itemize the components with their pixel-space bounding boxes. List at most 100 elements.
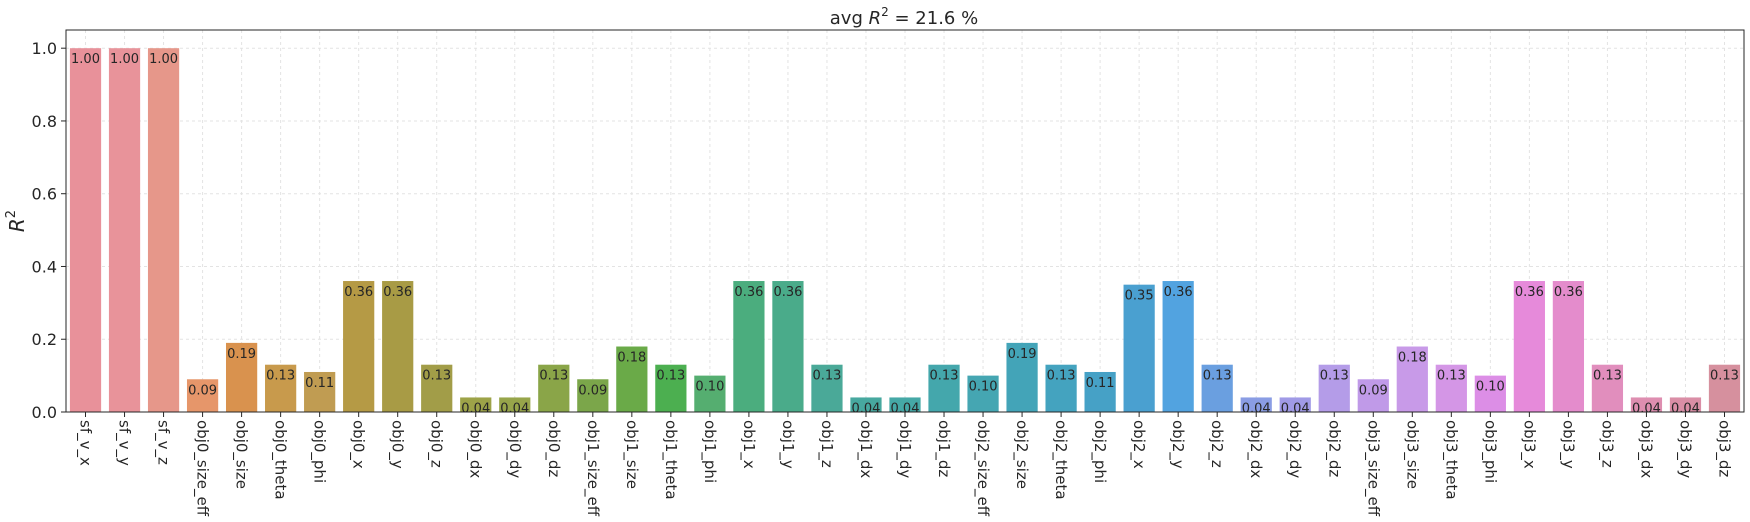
- bar-obj3_dx: [1630, 397, 1663, 412]
- x-tick-label: obj1_size_eff: [583, 420, 602, 517]
- x-tick-label: obj2_size_eff: [973, 420, 992, 517]
- y-tick-label: 0.8: [32, 112, 57, 131]
- bar-value-label: 0.13: [1437, 369, 1466, 384]
- bar-obj0_theta: [265, 364, 297, 412]
- bar-value-label: 0.13: [266, 369, 295, 384]
- bar-value-label: 0.11: [1086, 376, 1115, 391]
- x-tick-label: obj1_y: [778, 420, 797, 469]
- bar-value-label: 0.13: [1320, 369, 1349, 384]
- bar-sf_v_z: [147, 48, 180, 412]
- bar-obj2_dz: [1318, 364, 1350, 412]
- bar-value-label: 0.04: [500, 401, 529, 416]
- bar-obj1_z: [811, 364, 843, 412]
- x-tick-label: obj1_dz: [934, 420, 953, 477]
- bar-obj3_phi: [1474, 375, 1506, 412]
- y-axis-ticks: 0.0 0.2 0.4 0.6 0.8 1.0: [32, 39, 66, 422]
- bar-obj2_theta: [1045, 364, 1077, 412]
- x-tick-label: obj3_y: [1558, 420, 1577, 469]
- bar-value-label: 0.18: [1398, 351, 1427, 366]
- x-tick-label: obj0_phi: [310, 420, 329, 483]
- bar-obj2_x: [1123, 284, 1155, 412]
- bar-value-label: 0.04: [1281, 401, 1310, 416]
- x-tick-label: obj2_y: [1168, 420, 1187, 469]
- bar-obj3_z: [1591, 364, 1624, 412]
- data-labels: 1.00 1.00 1.00 0.09 0.19 0.13 0.11 0.36 0.36 0.13…: [71, 52, 1739, 416]
- bar-obj1_size: [616, 346, 648, 412]
- bar-obj0_dz: [538, 364, 570, 412]
- bar-obj3_size: [1396, 346, 1428, 412]
- y-tick-label: 0.0: [32, 403, 57, 422]
- bar-value-label: 0.10: [1476, 380, 1505, 395]
- bar-obj0_dx: [460, 397, 492, 412]
- bar-obj3_size_eff: [1357, 379, 1389, 412]
- bar-value-label: 0.36: [1515, 285, 1544, 300]
- bar-obj2_dy: [1279, 397, 1311, 412]
- bar-obj2_z: [1201, 364, 1233, 412]
- bar-value-label: 0.36: [383, 285, 412, 300]
- x-tick-label: obj0_size: [232, 420, 251, 489]
- x-tick-label: obj1_dx: [856, 420, 875, 478]
- x-tick-label: obj0_dy: [505, 420, 524, 478]
- bar-value-label: 0.13: [656, 369, 685, 384]
- bar-obj1_phi: [694, 375, 726, 412]
- x-tick-label: sf_v_z: [154, 420, 173, 465]
- bar-value-label: 0.11: [305, 376, 334, 391]
- bar-value-label: 0.13: [812, 369, 841, 384]
- bar-value-label: 0.13: [930, 369, 959, 384]
- x-tick-label: obj1_phi: [700, 420, 719, 483]
- x-tick-label: obj3_size_eff: [1363, 420, 1382, 517]
- bar-obj2_size_eff: [967, 375, 999, 412]
- x-tick-label: obj3_dx: [1636, 420, 1655, 478]
- bar-value-label: 0.09: [1359, 383, 1388, 398]
- x-tick-label: obj0_dx: [466, 420, 485, 478]
- y-axis-label: R2: [4, 210, 29, 232]
- x-tick-label: obj0_x: [349, 420, 368, 469]
- x-tick-label: obj3_phi: [1480, 420, 1499, 483]
- x-tick-label: obj2_dx: [1246, 420, 1265, 478]
- x-tick-label: sf_v_y: [115, 420, 134, 466]
- x-tick-label: obj1_size: [622, 420, 641, 489]
- bar-obj1_dz: [928, 364, 960, 412]
- x-tick-label: obj1_theta: [661, 420, 680, 500]
- bar-obj1_dy: [889, 397, 921, 412]
- x-tick-label: obj0_z: [427, 420, 446, 468]
- x-tick-label: obj2_size: [1012, 420, 1031, 489]
- bar-obj3_theta: [1435, 364, 1467, 412]
- bar-obj0_dy: [499, 397, 531, 412]
- bar-value-label: 0.13: [422, 369, 451, 384]
- x-tick-label: obj3_dz: [1714, 420, 1733, 477]
- bar-obj3_x: [1513, 281, 1545, 412]
- bar-obj3_dy: [1669, 397, 1702, 412]
- bar-sf_v_x: [69, 48, 102, 412]
- x-tick-label: obj3_z: [1597, 420, 1616, 468]
- bar-value-label: 0.04: [891, 401, 920, 416]
- x-tick-label: obj0_y: [388, 420, 407, 469]
- bar-value-label: 0.04: [852, 401, 881, 416]
- bar-obj1_x: [733, 281, 765, 412]
- x-tick-label: obj1_x: [739, 420, 758, 469]
- x-tick-label: obj3_x: [1519, 420, 1538, 469]
- bar-value-label: 0.36: [734, 285, 763, 300]
- y-tick-label: 1.0: [32, 39, 57, 58]
- bar-value-label: 0.04: [1632, 401, 1661, 416]
- x-tick-label: obj2_dz: [1324, 420, 1343, 477]
- bar-value-label: 0.19: [1008, 347, 1037, 362]
- bar-obj0_x: [343, 281, 375, 412]
- x-tick-label: obj2_z: [1207, 420, 1226, 468]
- chart-title: avg R2 = 21.6 %: [830, 5, 978, 29]
- bar-value-label: 0.13: [1203, 369, 1232, 384]
- bar-value-label: 0.19: [227, 347, 256, 362]
- bar-obj0_size_eff: [186, 379, 219, 412]
- x-tick-label: obj2_dy: [1285, 420, 1304, 478]
- bar-value-label: 0.10: [969, 380, 998, 395]
- bar-value-label: 1.00: [149, 52, 178, 67]
- x-tick-label: obj2_theta: [1051, 420, 1070, 500]
- bar-obj1_y: [772, 281, 804, 412]
- y-tick-label: 0.6: [32, 185, 57, 204]
- x-tick-label: obj3_theta: [1441, 420, 1460, 500]
- x-tick-label: obj2_phi: [1090, 420, 1109, 483]
- gridlines: [66, 30, 1744, 413]
- bar-value-label: 0.09: [578, 383, 607, 398]
- bar-obj0_z: [421, 364, 453, 412]
- bar-value-label: 0.36: [344, 285, 373, 300]
